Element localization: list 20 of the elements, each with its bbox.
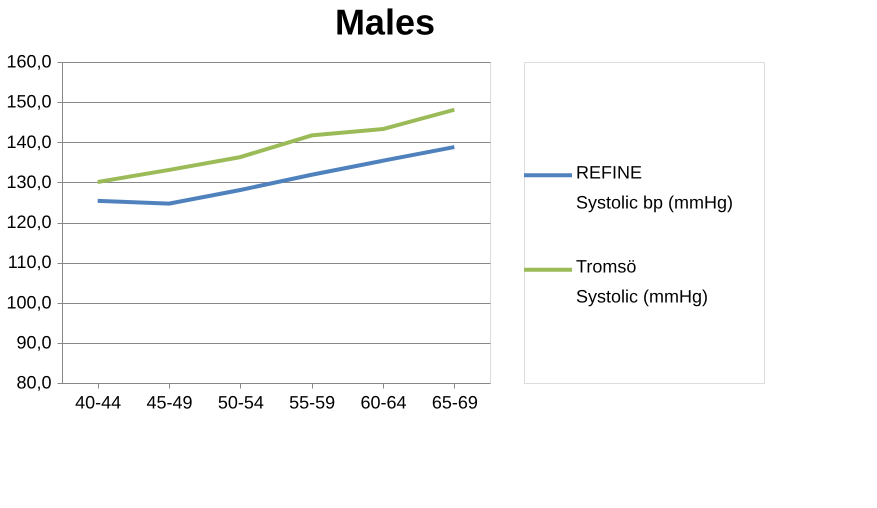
- y-tick-label: 150,0: [6, 92, 52, 112]
- x-tick-label: 60-64: [360, 392, 407, 412]
- x-tick-label: 45-49: [146, 392, 193, 412]
- legend-label: Tromsö Systolic (mmHg): [576, 256, 708, 307]
- x-tick-label: 40-44: [75, 392, 122, 412]
- y-tick-label: 160,0: [6, 52, 52, 72]
- x-tick-label: 65-69: [432, 392, 478, 412]
- x-tick-label: 50-54: [218, 392, 264, 412]
- y-tick-label: 80,0: [16, 372, 52, 392]
- line-series: [96, 108, 456, 184]
- y-tick-label: 120,0: [6, 212, 52, 232]
- legend-label: REFINE Systolic bp (mmHg): [576, 162, 734, 212]
- chart-title: Males: [334, 2, 436, 42]
- y-tick-label: 100,0: [6, 292, 52, 312]
- y-tick-label: 140,0: [6, 132, 52, 152]
- x-tick-label: 55-59: [289, 392, 336, 412]
- y-tick-label: 130,0: [6, 172, 52, 192]
- y-tick-label: 110,0: [8, 252, 52, 272]
- line-series: [96, 145, 456, 206]
- y-tick-label: 90,0: [16, 332, 52, 352]
